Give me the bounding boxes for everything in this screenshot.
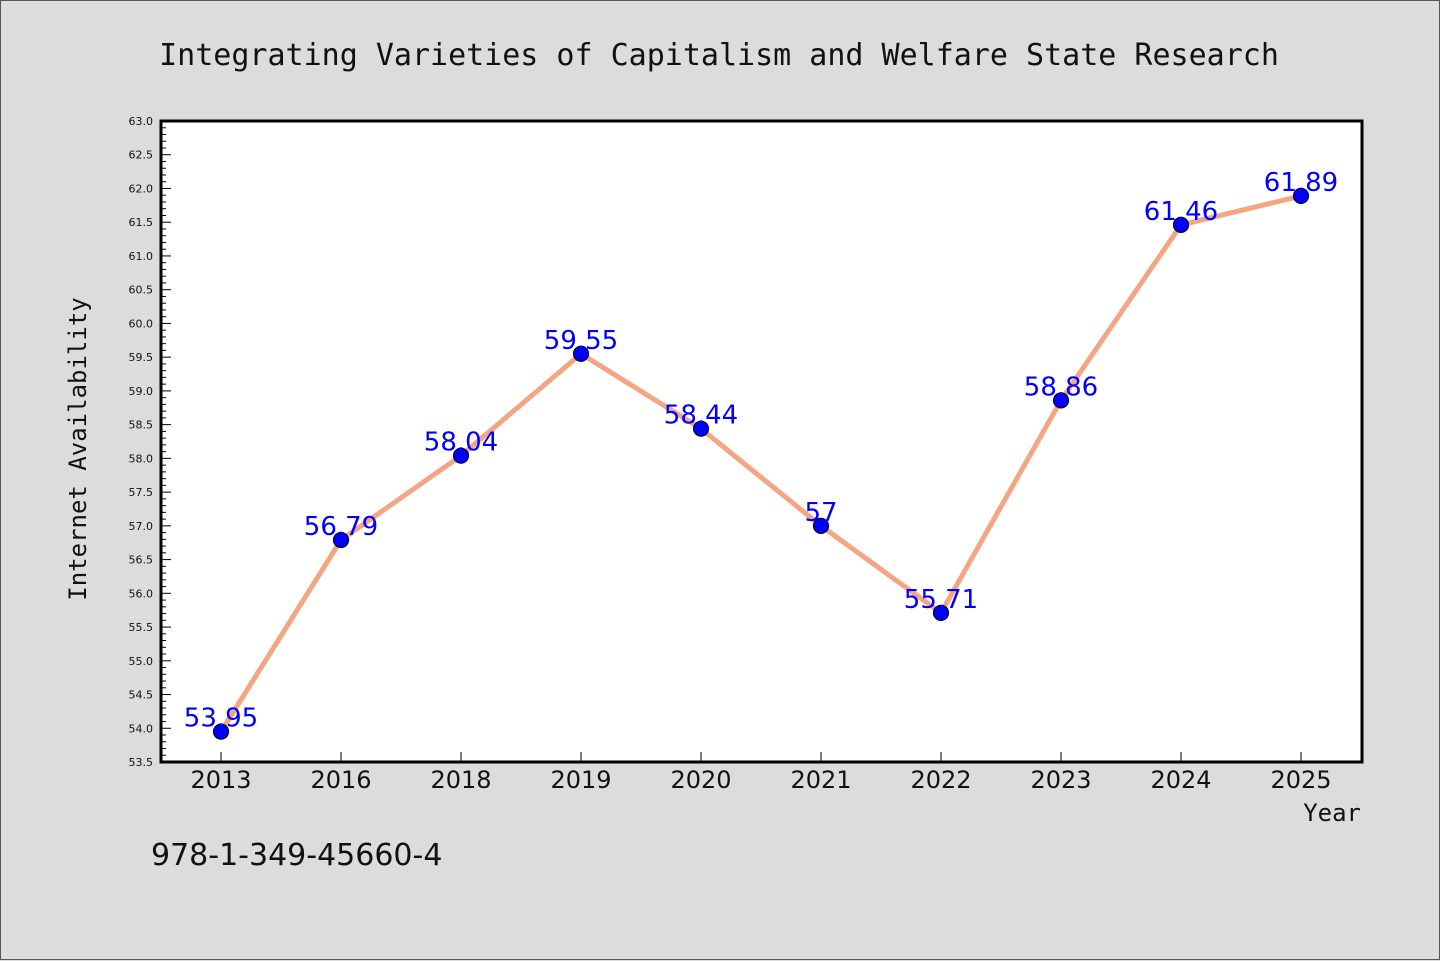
x-tick-label: 2018 [430,766,491,794]
y-tick-label: 58.0 [129,452,154,465]
data-label: 61.89 [1264,168,1338,198]
y-tick-label: 56.0 [129,587,154,600]
x-tick-label: 2025 [1270,766,1331,794]
data-point [332,531,350,549]
data-label: 58.04 [424,428,498,458]
data-point [932,604,950,621]
plot-area [159,119,1364,764]
y-tick-label: 59.5 [129,351,154,364]
y-tick-label: 59.0 [129,385,154,398]
x-tick-label: 2021 [790,766,851,794]
series-layer: 53.95 56.79 58.04 59.55 58.44 57 55.71 58.86 61.… [184,168,1338,740]
data-label: 59.55 [544,326,618,356]
y-tick-label: 61.0 [129,250,154,263]
data-label: 57 [804,498,837,528]
y-tick-label: 63.0 [129,115,154,128]
data-point [812,517,830,534]
x-tick-label: 2024 [1150,766,1211,794]
x-axis-label: Year [1303,799,1361,827]
data-label: 55.71 [904,585,978,615]
x-tick-label: 2022 [910,766,971,794]
data-label: 58.44 [664,401,738,431]
series-line [218,193,1302,733]
y-tick-label: 62.5 [129,149,154,162]
x-tick-label: 2016 [310,766,371,794]
y-axis-ticks: 53.5 54.0 54.5 55.0 55.5 56.0 56.5 57.0 57.5 58.0… [129,115,171,769]
y-tick-label: 57.5 [129,486,154,499]
data-point [692,420,710,437]
x-tick-label: 2020 [670,766,731,794]
data-point [572,345,590,362]
data-point [452,447,470,464]
y-tick-label: 54.5 [129,689,154,702]
isbn-footer: 978-1-349-45660-4 [151,838,442,873]
data-point [1172,216,1190,234]
y-tick-label: 61.5 [129,216,154,229]
y-tick-label: 60.5 [129,284,154,297]
data-label: 61.46 [1144,197,1218,227]
y-tick-label: 57.0 [129,520,154,533]
data-label: 53.95 [184,704,258,734]
y-tick-label: 55.0 [129,655,154,668]
y-tick-label: 53.5 [129,756,154,769]
x-tick-label: 2013 [190,766,251,794]
y-tick-label: 58.5 [129,419,154,432]
y-tick-label: 56.5 [129,554,154,567]
data-label: 56.79 [304,512,378,542]
y-tick-label: 60.0 [129,317,154,330]
chart-title: Integrating Varieties of Capitalism and … [159,38,1279,73]
data-label: 58.86 [1024,372,1098,402]
x-tick-label: 2019 [550,766,611,794]
data-point [212,723,230,740]
x-axis-ticks: 2013 2016 2018 2019 2020 2021 2022 2023 2024 2025 [190,752,1332,794]
y-tick-label: 54.0 [129,722,154,735]
x-tick-label: 2023 [1030,766,1091,794]
y-tick-label: 62.0 [129,182,154,195]
data-point [1052,392,1070,409]
y-tick-label: 55.5 [129,621,154,634]
y-axis-label: Internet Availability [64,297,92,600]
data-point [1292,187,1310,204]
